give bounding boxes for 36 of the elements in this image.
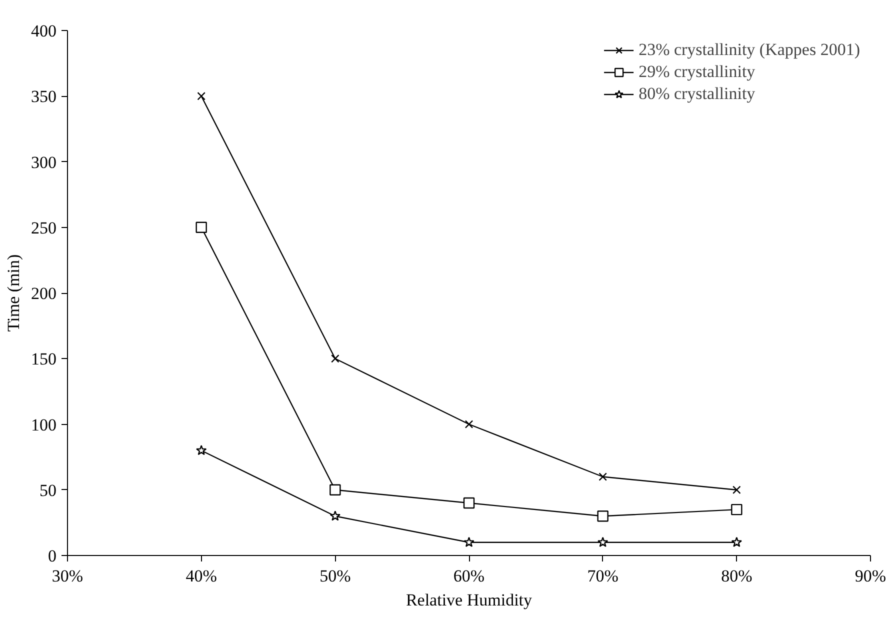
y-tick-label: 150: [31, 350, 56, 369]
point: [196, 444, 207, 456]
point: [464, 536, 474, 548]
x-tick-label: 90%: [854, 566, 886, 586]
legend-label: 29% crystallinity: [638, 62, 756, 82]
y-tick-label: 100: [31, 415, 56, 434]
point: [197, 92, 206, 100]
y-tick-label: 400: [31, 22, 56, 40]
y-tick-label: 300: [31, 152, 56, 172]
x-tick-label: 40%: [186, 566, 217, 586]
legend-label: 80% crystallinity: [638, 84, 756, 104]
point: [330, 484, 341, 496]
point: [597, 536, 608, 548]
point: [196, 222, 207, 233]
x-axis-title: Relative Humidity: [406, 590, 533, 610]
y-tick-label: 250: [31, 218, 56, 238]
point: [731, 504, 742, 516]
point: [331, 354, 340, 363]
point: [464, 420, 474, 428]
x-tick-label: 30%: [52, 566, 84, 586]
point: [732, 486, 741, 494]
point: [598, 472, 607, 481]
x-tick-label: 80%: [721, 566, 752, 586]
x-tick-label: 60%: [453, 566, 485, 586]
y-axis-title: Time (min): [4, 254, 23, 332]
point: [330, 510, 341, 521]
point: [463, 497, 475, 509]
legend-label: 23% crystallinity (Kappes 2001): [638, 40, 860, 60]
y-tick-label: 50: [40, 480, 56, 500]
y-tick-label: 200: [31, 284, 56, 303]
y-tick-label: 0: [48, 546, 56, 566]
x-tick-label: 50%: [320, 566, 351, 586]
x-tick-label: 70%: [587, 566, 618, 586]
point: [597, 510, 608, 522]
y-tick-label: 350: [31, 87, 56, 106]
point: [731, 536, 742, 548]
